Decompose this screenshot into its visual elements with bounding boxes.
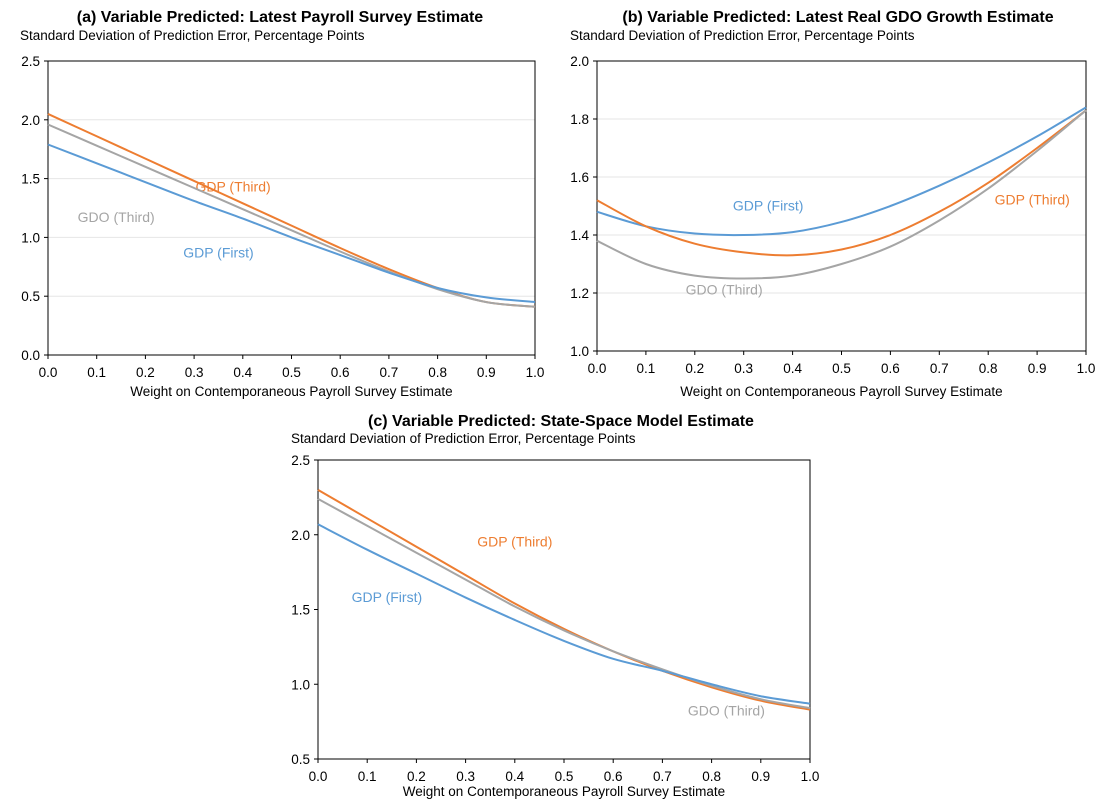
y-tick-label: 1.5: [291, 603, 310, 618]
x-axis-title: Weight on Contemporaneous Payroll Survey…: [403, 784, 725, 799]
x-tick-label: 0.7: [930, 361, 949, 376]
y-tick-label: 0.5: [21, 289, 40, 304]
x-tick-label: 0.0: [588, 361, 607, 376]
x-tick-label: 0.2: [136, 365, 155, 380]
y-tick-label: 2.0: [21, 113, 40, 128]
x-axis-title: Weight on Contemporaneous Payroll Survey…: [680, 384, 1002, 399]
y-tick-label: 1.5: [21, 172, 40, 187]
x-tick-label: 0.4: [505, 769, 524, 784]
x-tick-label: 0.8: [702, 769, 721, 784]
x-tick-label: 0.5: [555, 769, 574, 784]
x-tick-label: 0.1: [87, 365, 106, 380]
series-line-gdo-third: [317, 497, 811, 710]
series-label: GDP (First): [733, 197, 804, 213]
x-tick-label: 0.7: [653, 769, 672, 784]
x-tick-label: 1.0: [1077, 361, 1096, 376]
x-tick-label: 0.4: [233, 365, 252, 380]
series-line-gdp-first: [596, 106, 1087, 237]
x-tick-label: 0.0: [309, 769, 328, 784]
x-tick-label: 0.3: [456, 769, 475, 784]
series-label: GDO (Third): [686, 281, 763, 297]
y-tick-label: 0.5: [291, 752, 310, 767]
series-label: GDP (Third): [195, 179, 270, 195]
series-line-gdp-first: [47, 143, 536, 304]
y-tick-label: 2.5: [291, 453, 310, 468]
chart-c: (c) Variable Predicted: State-Space Mode…: [291, 413, 819, 799]
x-tick-label: 0.5: [282, 365, 301, 380]
series-label: GDO (Third): [78, 209, 155, 225]
x-axis-title: Weight on Contemporaneous Payroll Survey…: [130, 384, 452, 399]
series-line-gdp-third: [596, 109, 1087, 257]
y-tick-label: 2.0: [570, 54, 589, 69]
y-tick-label: 1.0: [291, 677, 310, 692]
y-tick-label: 1.2: [570, 286, 589, 301]
x-tick-label: 0.3: [734, 361, 753, 376]
x-tick-label: 0.9: [751, 769, 770, 784]
x-tick-label: 0.7: [380, 365, 399, 380]
series-line-gdp-first: [317, 523, 811, 705]
x-tick-label: 1.0: [801, 769, 820, 784]
x-tick-label: 0.9: [477, 365, 496, 380]
series-label: GDP (Third): [995, 192, 1070, 208]
x-tick-label: 0.8: [979, 361, 998, 376]
series-label: GDP (First): [183, 244, 254, 260]
chart-b: (b) Variable Predicted: Latest Real GDO …: [570, 9, 1095, 399]
x-tick-label: 0.3: [185, 365, 204, 380]
x-tick-label: 0.8: [428, 365, 447, 380]
y-axis-title: Standard Deviation of Prediction Error, …: [291, 431, 636, 446]
x-tick-label: 0.0: [39, 365, 58, 380]
series-line-gdo-third: [596, 109, 1087, 280]
y-tick-label: 1.6: [570, 170, 589, 185]
y-tick-label: 2.0: [291, 528, 310, 543]
chart-a: (a) Variable Predicted: Latest Payroll S…: [20, 9, 544, 399]
x-tick-label: 0.1: [358, 769, 377, 784]
chart-title: (a) Variable Predicted: Latest Payroll S…: [77, 9, 483, 26]
series-line-gdp-third: [317, 489, 811, 711]
y-tick-label: 0.0: [21, 348, 40, 363]
plot-frame: [47, 60, 536, 356]
x-tick-label: 0.1: [637, 361, 656, 376]
y-tick-label: 2.5: [21, 54, 40, 69]
y-tick-label: 1.8: [570, 112, 589, 127]
x-tick-label: 1.0: [526, 365, 545, 380]
y-axis-title: Standard Deviation of Prediction Error, …: [20, 28, 365, 43]
y-tick-label: 1.0: [570, 344, 589, 359]
chart-title: (b) Variable Predicted: Latest Real GDO …: [622, 9, 1053, 26]
x-tick-label: 0.5: [832, 361, 851, 376]
x-tick-label: 0.6: [881, 361, 900, 376]
series-label: GDO (Third): [688, 703, 765, 719]
x-tick-label: 0.4: [783, 361, 802, 376]
x-tick-label: 0.6: [331, 365, 350, 380]
y-axis-title: Standard Deviation of Prediction Error, …: [570, 28, 915, 43]
chart-title: (c) Variable Predicted: State-Space Mode…: [368, 413, 754, 430]
x-tick-label: 0.2: [685, 361, 704, 376]
y-tick-label: 1.0: [21, 230, 40, 245]
x-tick-label: 0.2: [407, 769, 426, 784]
x-tick-label: 0.9: [1028, 361, 1047, 376]
series-label: GDP (First): [352, 589, 423, 605]
y-tick-label: 1.4: [570, 228, 589, 243]
x-tick-label: 0.6: [604, 769, 623, 784]
series-line-gdo-third: [47, 123, 536, 308]
series-label: GDP (Third): [477, 534, 552, 550]
